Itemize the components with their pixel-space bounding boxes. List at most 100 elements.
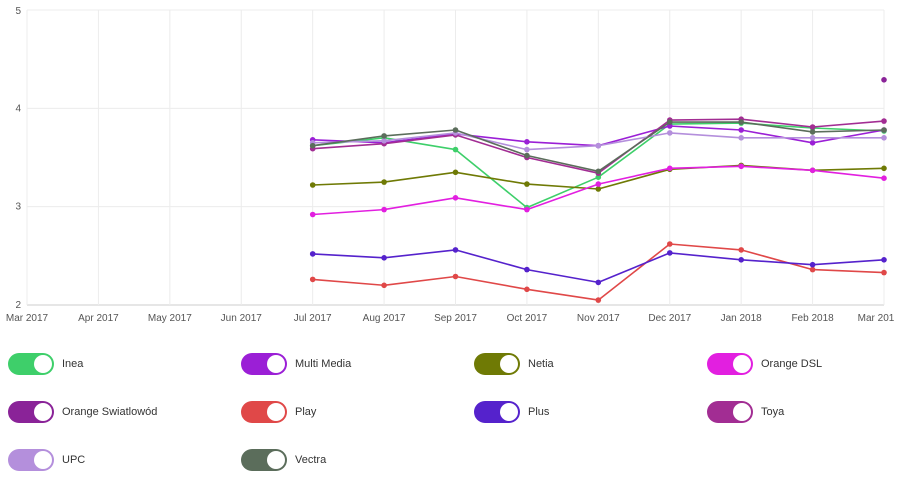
data-point-orange-dsl[interactable] [595,181,602,187]
series-plus [309,247,887,286]
legend-item-vectra[interactable]: Vectra [241,449,326,471]
legend-item-netia[interactable]: Netia [474,353,554,375]
data-point-netia[interactable] [595,186,602,192]
legend-item-play[interactable]: Play [241,401,316,423]
data-point-vectra[interactable] [738,119,744,125]
x-tick-label: Apr 2017 [78,313,119,324]
data-point-play[interactable] [452,273,459,280]
toggle-switch[interactable] [8,449,54,471]
x-tick-label: May 2017 [148,313,192,324]
legend-label: Plus [528,406,550,418]
toggle-knob [500,403,518,421]
toggle-switch[interactable] [8,353,54,375]
legend-item-plus[interactable]: Plus [474,401,549,423]
line-chart: 2 3 4 5 Mar 2017 Apr 2017 May 2017 Jun 2017 Jul … [6,6,895,324]
data-point-play[interactable] [738,247,744,253]
toggle-knob [34,451,52,469]
toggle-knob [267,355,285,373]
data-point-plus[interactable] [309,251,316,257]
data-point-play[interactable] [881,269,887,276]
legend: Inea Multi Media Netia Orange DSL Orange Swi… [0,340,900,490]
data-point-plus[interactable] [452,247,459,253]
data-point-inea[interactable] [595,174,602,180]
data-point-orange-dsl[interactable] [452,195,459,201]
toggle-switch[interactable] [241,401,287,423]
data-point-multi-media[interactable] [524,139,530,145]
data-point-plus[interactable] [738,257,744,263]
data-point-multi-media[interactable] [809,140,816,146]
data-point-vectra[interactable] [524,152,530,159]
x-tick-label: Mar 201 [858,313,895,324]
legend-item-orange-swiatlow-d[interactable]: Orange Swiatlowód [8,401,157,423]
toggle-switch[interactable] [241,449,287,471]
data-point-play[interactable] [667,241,673,247]
data-point-vectra[interactable] [595,168,602,175]
legend-label: Inea [62,358,84,370]
data-point-orange-dsl[interactable] [667,165,673,172]
data-point-orange-dsl[interactable] [524,206,530,213]
toggle-switch[interactable] [474,353,520,375]
data-point-upc[interactable] [524,146,530,153]
toggle-switch[interactable] [241,353,287,375]
data-point-inea[interactable] [452,146,459,153]
legend-item-orange-dsl[interactable]: Orange DSL [707,353,822,375]
data-point-upc[interactable] [738,135,744,141]
data-point-play[interactable] [381,282,387,289]
data-point-upc[interactable] [381,138,387,144]
data-point-netia[interactable] [381,179,387,185]
legend-item-multi-media[interactable]: Multi Media [241,353,351,375]
toggle-switch[interactable] [707,353,753,375]
toggle-switch[interactable] [707,401,753,423]
data-point-netia[interactable] [309,182,316,188]
data-point-orange-dsl[interactable] [381,206,387,213]
data-point-netia[interactable] [881,165,887,172]
data-point-netia[interactable] [452,169,459,176]
data-point-play[interactable] [809,266,816,273]
data-point-play[interactable] [524,286,530,293]
data-point-upc[interactable] [595,142,602,149]
y-tick-label: 5 [15,6,21,17]
data-point-plus[interactable] [381,254,387,261]
legend-label: Netia [528,358,554,370]
data-point-toya[interactable] [881,118,887,124]
data-point-upc[interactable] [881,135,887,141]
data-point-play[interactable] [309,276,316,283]
data-point-vectra[interactable] [452,127,459,133]
data-point-plus[interactable] [881,257,887,263]
toggle-switch[interactable] [474,401,520,423]
data-point-upc[interactable] [667,130,673,136]
toggle-switch[interactable] [8,401,54,423]
x-tick-label: Mar 2017 [6,313,49,324]
data-point-vectra[interactable] [809,129,816,135]
toggle-knob [267,403,285,421]
x-tick-label: Oct 2017 [507,313,548,324]
data-point-plus[interactable] [667,250,673,256]
legend-label: Play [295,406,317,418]
toggle-knob [34,355,52,373]
data-point-multi-media[interactable] [738,127,744,133]
data-point-plus[interactable] [595,279,602,286]
data-point-plus[interactable] [809,261,816,268]
data-point-upc[interactable] [809,135,816,141]
data-point-orange-dsl[interactable] [809,167,816,174]
data-point-netia[interactable] [524,181,530,187]
data-point-vectra[interactable] [881,127,887,133]
data-point-vectra[interactable] [667,119,673,125]
data-point-orange-dsl[interactable] [309,211,316,218]
data-point-vectra[interactable] [309,142,316,149]
data-point-orange-dsl[interactable] [738,163,744,170]
legend-item-inea[interactable]: Inea [8,353,83,375]
x-tick-label: Jun 2017 [221,313,263,324]
data-point-multi-media[interactable] [667,123,673,129]
data-point-vectra[interactable] [381,133,387,139]
data-point-toya[interactable] [809,124,816,130]
series-vectra [309,119,887,175]
data-point-play[interactable] [595,297,602,303]
legend-item-upc[interactable]: UPC [8,449,85,471]
data-point-orange-swiatlow-d[interactable] [881,77,887,83]
legend-item-toya[interactable]: Toya [707,401,784,423]
data-point-plus[interactable] [524,266,530,273]
toggle-knob [733,403,751,421]
data-point-orange-dsl[interactable] [881,175,887,181]
legend-label: Orange DSL [761,358,823,370]
